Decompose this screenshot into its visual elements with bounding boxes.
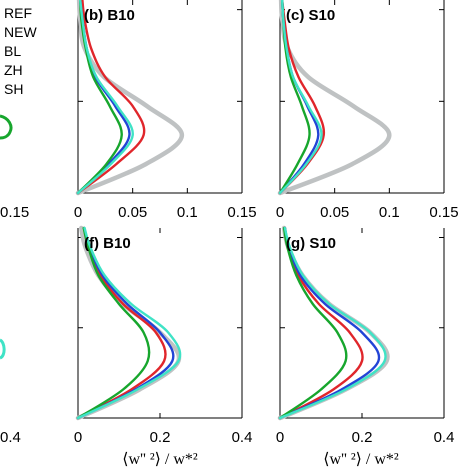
x-tick-label: 0.4 [232, 429, 253, 446]
x-tick-label: 0.1 [379, 204, 400, 221]
panel-b10-top: 0 0.05 0.1 0.15 (b) B10 [74, 0, 257, 221]
x-tick-label: 0 [276, 429, 284, 446]
legend: REF NEW BL ZH SH [4, 5, 37, 97]
legend-entry-ref: REF [4, 5, 32, 21]
series-line-ref [75, 0, 185, 196]
legend-entry-bl: BL [4, 43, 21, 59]
series-line-new [76, 0, 146, 195]
x-tick-label: 0 [74, 429, 82, 446]
left-top-green-fragment [0, 114, 13, 140]
legend-entry-new: NEW [4, 24, 37, 40]
left-bottom-cyan-fragment [0, 338, 6, 360]
xlabel-panel-f: ⟨w'' ²⟩ / w*² [122, 451, 198, 468]
series-line-sh [278, 226, 387, 420]
panel-b10-bottom: 0 0.2 0.4 (f) B10 [74, 225, 253, 446]
xlabel-panel-g: ⟨w'' ²⟩ / w*² [323, 451, 399, 468]
x-tick-label: 0.4 [434, 429, 455, 446]
x-tick-label: 0.05 [320, 204, 349, 221]
panel-title: (g) S10 [286, 235, 336, 252]
panel-title: (f) B10 [84, 235, 131, 252]
x-tick-label: 0.15 [227, 204, 256, 221]
panel-title: (b) B10 [84, 7, 135, 24]
series-line-sh [76, 0, 134, 195]
x-tick-label: 0.2 [150, 429, 171, 446]
legend-entry-sh: SH [4, 81, 23, 97]
panel-s10-top: 0 0.05 0.1 0.15 (c) S10 [276, 0, 459, 221]
left-bottom-xtick-label: 0.4 [0, 429, 21, 446]
panel-s10-bottom: 0 0.2 0.4 (g) S10 [276, 225, 455, 446]
left-cropped-panels: 0.15 0.4 [0, 114, 29, 446]
series-line-zh [278, 226, 348, 420]
legend-entry-zh: ZH [4, 62, 23, 78]
x-tick-label: 0 [276, 204, 284, 221]
series-line-sh [76, 226, 182, 420]
x-tick-label: 0.1 [177, 204, 198, 221]
x-tick-label: 0.05 [118, 204, 147, 221]
x-tick-label: 0 [74, 204, 82, 221]
left-top-xtick-label: 0.15 [0, 204, 29, 221]
series-line-sh [278, 0, 323, 195]
panel-title: (c) S10 [286, 7, 335, 24]
x-tick-label: 0.2 [352, 429, 373, 446]
x-tick-label: 0.15 [429, 204, 458, 221]
series-line-zh [76, 226, 151, 420]
